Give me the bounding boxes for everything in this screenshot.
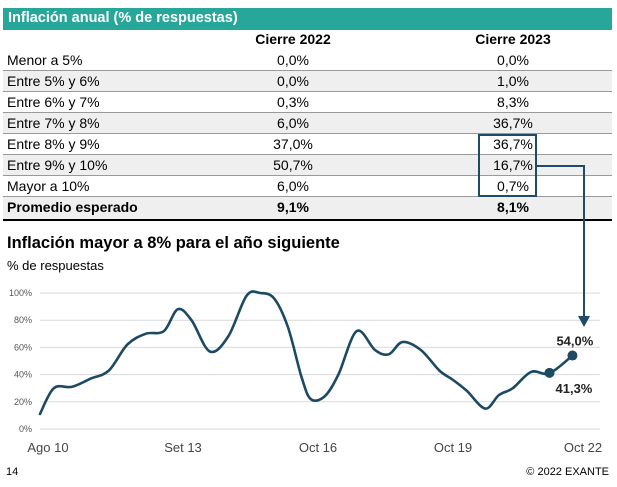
value-2022: 37,0% (273, 136, 313, 152)
page-number: 14 (6, 466, 19, 478)
table-row: Entre 8% y 9% 37,0% 36,7% (3, 134, 612, 155)
row-label: Mayor a 10% (7, 178, 90, 194)
copyright: © 2022 EXANTE (526, 466, 609, 478)
y-tick-label: 100% (9, 288, 32, 298)
table-title: Inflación anual (% de respuestas) (8, 10, 238, 26)
data-point-marker (567, 350, 578, 361)
value-2023: 0,7% (497, 178, 529, 194)
y-tick-label: 80% (14, 315, 32, 325)
value-2022: 0,0% (277, 52, 309, 68)
y-tick-label: 0% (19, 424, 32, 434)
header-2023: Cierre 2023 (475, 31, 551, 47)
value-2023: 36,7% (493, 115, 533, 131)
y-ticks: 0% 20% 40% 60% 80% 100% (9, 288, 32, 434)
y-tick-label: 60% (14, 342, 32, 352)
total-label: Promedio esperado (7, 199, 138, 215)
callout-arrow-head (578, 316, 590, 327)
series-line (38, 290, 574, 416)
x-tick-label: Oct 19 (434, 440, 472, 455)
y-tick-label: 20% (14, 397, 32, 407)
value-2023: 1,0% (497, 73, 529, 89)
row-label: Entre 7% y 8% (7, 115, 100, 131)
table-row: Entre 7% y 8% 6,0% 36,7% (3, 113, 612, 134)
table-row: Entre 6% y 7% 0,3% 8,3% (3, 92, 612, 113)
value-2022: 6,0% (277, 178, 309, 194)
row-label: Entre 5% y 6% (7, 73, 100, 89)
gridlines (40, 292, 600, 430)
x-tick-label: Set 13 (164, 440, 202, 455)
value-2023: 8,3% (497, 94, 529, 110)
table-row: Mayor a 10% 6,0% 0,7% (3, 176, 612, 197)
value-2023: 16,7% (493, 157, 533, 173)
chart-title: Inflación mayor a 8% para el año siguien… (7, 234, 340, 252)
x-tick-label: Oct 16 (299, 440, 337, 455)
x-tick-label: Ago 10 (27, 440, 68, 455)
value-2023: 36,7% (493, 136, 533, 152)
header-2022: Cierre 2022 (255, 31, 331, 47)
row-label: Entre 6% y 7% (7, 94, 100, 110)
data-point-marker (544, 367, 555, 378)
data-label: 54,0% (556, 334, 593, 349)
x-tick-label: Oct 22 (564, 440, 602, 455)
annotations: 41,3% 54,0% (544, 334, 594, 396)
table-row: Entre 9% y 10% 50,7% 16,7% (3, 155, 612, 176)
table-title-bar: Inflación anual (% de respuestas) (3, 8, 612, 30)
total-2022: 9,1% (277, 199, 309, 215)
y-tick-label: 40% (14, 370, 32, 380)
value-2022: 0,3% (277, 94, 309, 110)
callout-arrow-line (537, 165, 585, 318)
row-label: Menor a 5% (7, 52, 83, 68)
table-total-row: Promedio esperado 9,1% 8,1% (3, 197, 612, 221)
highlight-box (478, 134, 537, 197)
value-2023: 0,0% (497, 52, 529, 68)
x-ticks: Ago 10 Set 13 Oct 16 Oct 19 Oct 22 (27, 440, 602, 455)
total-2023: 8,1% (497, 199, 529, 215)
value-2022: 0,0% (277, 73, 309, 89)
value-2022: 6,0% (277, 115, 309, 131)
table-row: Menor a 5% 0,0% 0,0% (3, 50, 612, 71)
row-label: Entre 9% y 10% (7, 157, 108, 173)
chart-ylabel: % de respuestas (7, 258, 104, 273)
table-row: Entre 5% y 6% 0,0% 1,0% (3, 71, 612, 92)
data-label: 41,3% (556, 381, 593, 396)
value-2022: 50,7% (273, 157, 313, 173)
row-label: Entre 8% y 9% (7, 136, 100, 152)
